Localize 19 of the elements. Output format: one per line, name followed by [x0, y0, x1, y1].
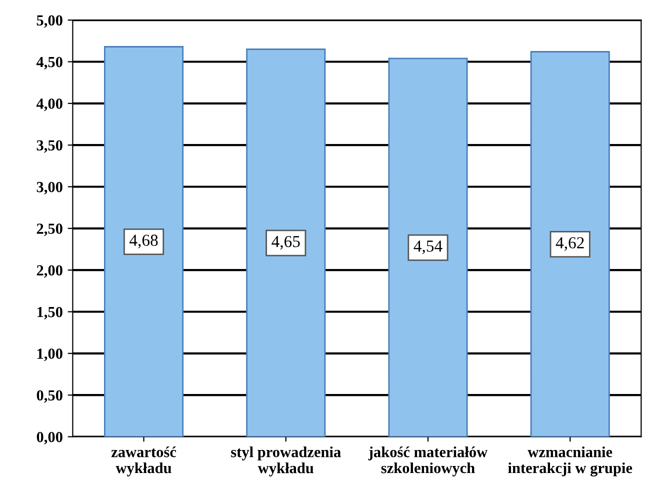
y-tick-label: 5,00	[36, 15, 62, 28]
x-tick-label: styl prowadzenia wykładu	[231, 446, 341, 476]
y-tick-label: 2,50	[36, 224, 62, 236]
x-tick-label: jakość materiałów szkoleniowych	[368, 446, 488, 476]
y-tick-label: 0,50	[36, 390, 62, 403]
y-tick-label: 2,00	[36, 265, 62, 278]
y-tick-label: 3,50	[36, 140, 62, 153]
data-label: 4,65	[272, 236, 300, 250]
data-label: 4,68	[130, 234, 158, 248]
y-tick-label: 1,50	[37, 306, 62, 320]
data-label: 4,54	[414, 240, 442, 254]
y-tick-label: 4,00	[36, 98, 62, 112]
x-tick-label: wzmacnianie interakcji w grupie	[508, 446, 632, 476]
x-tick-label: zawartość wykładu	[111, 446, 176, 476]
y-tick-label: 4,50	[36, 56, 62, 70]
data-label: 4,62	[556, 237, 584, 251]
y-tick-label: 1,00	[37, 348, 62, 362]
y-tick-label: 0,00	[36, 432, 62, 444]
y-tick-label: 3,00	[36, 182, 62, 194]
